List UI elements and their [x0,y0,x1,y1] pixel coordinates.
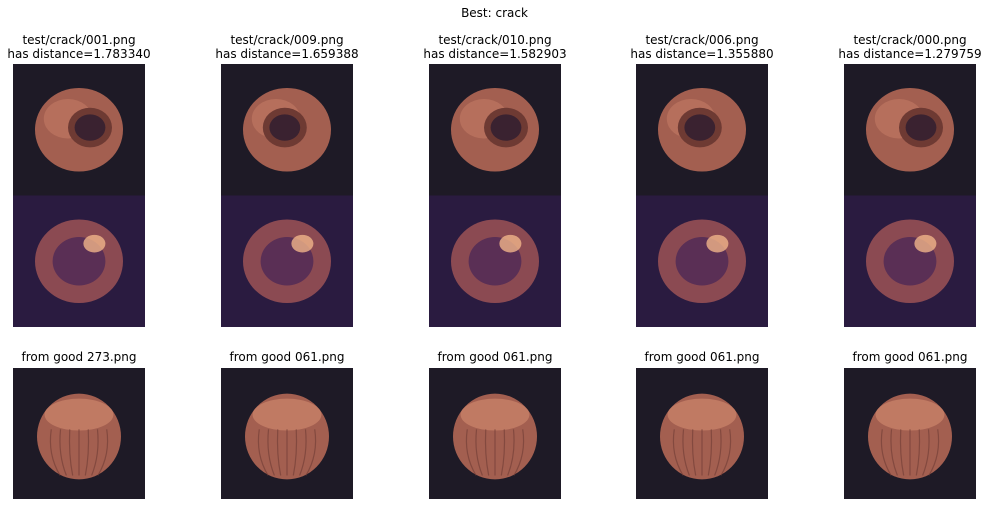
top-panel-title-1-line-1: test/crack/001.png [22,33,136,47]
bottom-panel-title-1: from good 273.png [0,350,179,364]
figure-title: Best: crack [461,6,528,20]
good-image-panel-2 [221,368,353,499]
bottom-panel-title-2-line-1: from good 061.png [229,350,345,364]
test-image-panel-1 [13,64,145,327]
bottom-panel-title-4-line-1: from good 061.png [644,350,760,364]
top-panel-title-5-line-1: test/crack/000.png [853,33,967,47]
top-panel-title-3-line-1: test/crack/010.png [438,33,552,47]
good-image-panel-1 [13,368,145,499]
good-image-panel-4 [636,368,768,499]
good-image-panel-3 [429,368,561,499]
top-panel-title-2: test/crack/009.png has distance=1.659388 [187,33,387,61]
top-panel-title-1-line-2: has distance=1.783340 [7,47,151,61]
test-image-panel-2 [221,64,353,327]
top-panel-title-3: test/crack/010.png has distance=1.582903 [395,33,595,61]
top-panel-title-4: test/crack/006.png has distance=1.355880 [602,33,802,61]
top-panel-title-2-line-2: has distance=1.659388 [215,47,359,61]
top-panel-title-1: test/crack/001.png has distance=1.783340 [0,33,179,61]
test-image-panel-5 [844,64,976,327]
top-panel-title-5: test/crack/000.png has distance=1.279759 [810,33,989,61]
bottom-panel-title-3-line-1: from good 061.png [437,350,553,364]
bottom-panel-title-1-line-1: from good 273.png [21,350,137,364]
bottom-panel-title-5: from good 061.png [810,350,989,364]
top-panel-title-3-line-2: has distance=1.582903 [423,47,567,61]
bottom-panel-title-2: from good 061.png [187,350,387,364]
top-panel-title-4-line-2: has distance=1.355880 [630,47,774,61]
top-panel-title-5-line-2: has distance=1.279759 [838,47,982,61]
bottom-panel-title-5-line-1: from good 061.png [852,350,968,364]
good-image-panel-5 [844,368,976,499]
test-image-panel-3 [429,64,561,327]
top-panel-title-2-line-1: test/crack/009.png [230,33,344,47]
test-image-panel-4 [636,64,768,327]
top-panel-title-4-line-1: test/crack/006.png [645,33,759,47]
bottom-panel-title-3: from good 061.png [395,350,595,364]
bottom-panel-title-4: from good 061.png [602,350,802,364]
